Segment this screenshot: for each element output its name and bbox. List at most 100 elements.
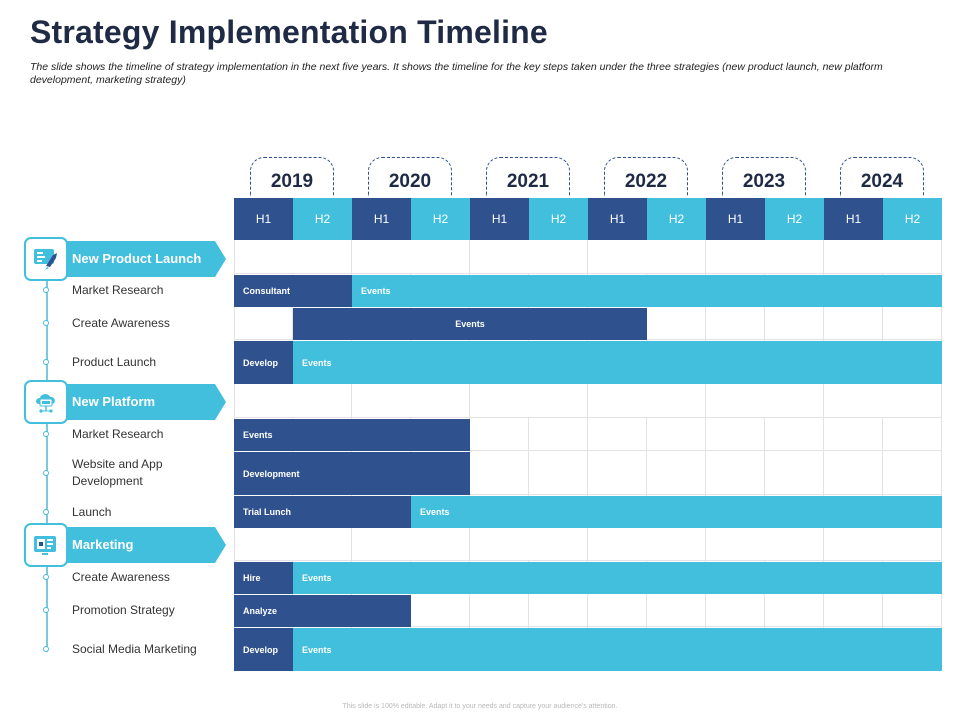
grid-cell [352, 240, 470, 274]
timeline-bar: Analyze [234, 595, 411, 627]
timeline-bar: Consultant [234, 275, 352, 307]
category-label: New Product Launch [72, 251, 202, 266]
grid-cell [706, 451, 765, 495]
timeline-bar: Events [293, 308, 647, 340]
timeline-bar: Events [293, 562, 942, 594]
grid-cell [824, 384, 942, 418]
half-header: H2 [883, 198, 942, 240]
grid-cell [647, 418, 706, 451]
grid-cell [588, 528, 706, 561]
grid-cell [765, 418, 824, 451]
grid-cell [588, 418, 647, 451]
timeline-bar: Develop [234, 341, 293, 384]
grid-cell [883, 307, 942, 340]
category-arrow [215, 527, 226, 563]
year-header: 2024 [840, 157, 924, 196]
year-header: 2023 [722, 157, 806, 196]
grid-cell [647, 307, 706, 340]
year-header: 2019 [250, 157, 334, 196]
category-arrow [215, 241, 226, 277]
grid-cell [529, 451, 588, 495]
half-header: H2 [293, 198, 352, 240]
timeline-dot [43, 646, 49, 652]
grid-cell [824, 451, 883, 495]
grid-cell [352, 384, 470, 418]
task-label: Create Awareness [72, 570, 170, 584]
half-header: H2 [647, 198, 706, 240]
grid-cell [529, 418, 588, 451]
timeline-bar: Development [234, 452, 470, 495]
half-header: H1 [706, 198, 765, 240]
year-header: 2020 [368, 157, 452, 196]
timeline-dot [43, 431, 49, 437]
grid-cell [824, 528, 942, 561]
connector-line [46, 548, 48, 652]
half-header: H2 [411, 198, 470, 240]
grid-cell [411, 594, 470, 627]
timeline-bar: Events [352, 275, 942, 307]
half-header: H1 [588, 198, 647, 240]
grid-cell [234, 307, 293, 340]
grid-cell [588, 384, 706, 418]
grid-cell [883, 594, 942, 627]
cloud-platform-icon [24, 380, 68, 424]
timeline-bar: Events [293, 628, 942, 671]
half-header: H1 [234, 198, 293, 240]
half-header: H2 [765, 198, 824, 240]
grid-cell [588, 240, 706, 274]
grid-cell [765, 307, 824, 340]
timeline-dot [43, 320, 49, 326]
half-header: H1 [470, 198, 529, 240]
timeline-bar: Events [234, 419, 470, 451]
half-header: H1 [352, 198, 411, 240]
grid-cell [706, 384, 824, 418]
grid-cell [824, 240, 942, 274]
half-header: H2 [529, 198, 588, 240]
task-label: Social Media Marketing [72, 642, 197, 656]
grid-cell [824, 418, 883, 451]
timeline-bar: Develop [234, 628, 293, 671]
grid-cell [824, 594, 883, 627]
category-label: New Platform [72, 394, 156, 409]
grid-cell [706, 528, 824, 561]
timeline-dot [43, 607, 49, 613]
grid-cell [234, 240, 352, 274]
grid-cell [470, 240, 588, 274]
grid-cell [470, 528, 588, 561]
product-launch-icon [24, 237, 68, 281]
grid-cell [883, 451, 942, 495]
grid-cell [352, 528, 470, 561]
timeline-bar: Events [411, 496, 942, 528]
task-label: Create Awareness [72, 316, 170, 330]
timeline-dot [43, 359, 49, 365]
grid-cell [765, 451, 824, 495]
grid-cell [883, 418, 942, 451]
grid-cell [647, 594, 706, 627]
timeline-dot [43, 287, 49, 293]
grid-cell [706, 418, 765, 451]
grid-cell [529, 594, 588, 627]
timeline-dot [43, 470, 49, 476]
marketing-screen-icon [24, 523, 68, 567]
category-label: Marketing [72, 537, 134, 552]
task-label: Market Research [72, 283, 164, 297]
grid-cell [765, 594, 824, 627]
task-label: Market Research [72, 427, 164, 441]
category-arrow [215, 384, 226, 420]
task-label: Promotion Strategy [72, 603, 175, 617]
connector-line [46, 404, 48, 525]
grid-cell [588, 451, 647, 495]
grid-cell [234, 384, 352, 418]
footer-note: This slide is 100% editable. Adapt it to… [342, 703, 618, 710]
timeline-bar: Events [293, 341, 942, 384]
task-label: Launch [72, 505, 112, 519]
page-title: Strategy Implementation Timeline [30, 14, 548, 50]
timeline-dot [43, 574, 49, 580]
half-header: H1 [824, 198, 883, 240]
grid-cell [588, 594, 647, 627]
grid-cell [234, 528, 352, 561]
grid-cell [647, 451, 706, 495]
grid-cell [706, 307, 765, 340]
grid-cell [706, 594, 765, 627]
timeline-dot [43, 509, 49, 515]
